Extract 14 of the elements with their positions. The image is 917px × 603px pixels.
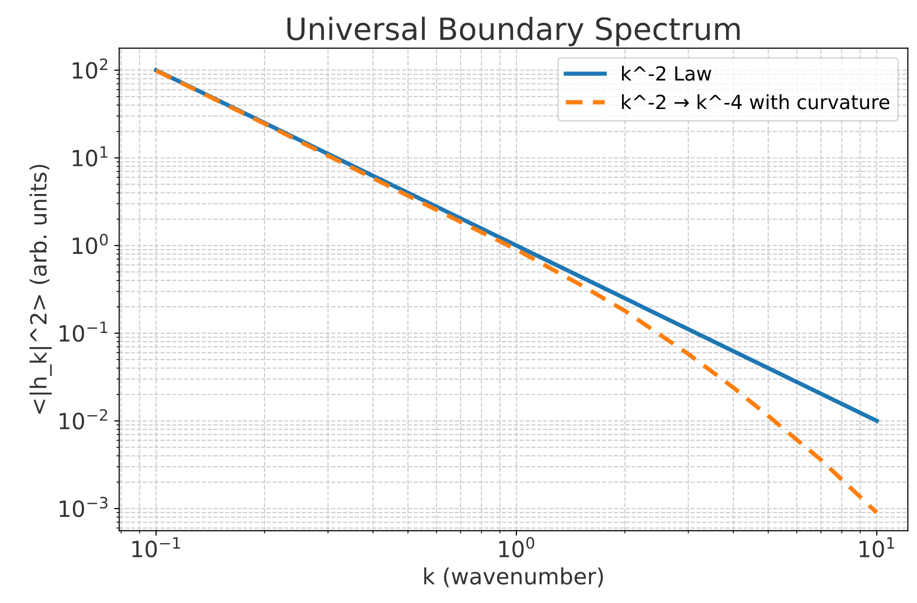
legend-label: k^-2 → k^-4 with curvature [622, 94, 890, 110]
legend-label: k^-2 Law [622, 66, 712, 81]
x-tick-label: 10$^{0}$ [499, 537, 534, 558]
chart-title: Universal Boundary Spectrum [287, 16, 740, 46]
x-axis-title: k (wavenumber) [424, 567, 603, 588]
y-tick-label: 10$^{−3}$ [60, 496, 108, 518]
x-tick-label: 10$^{−1}$ [132, 537, 180, 558]
y-tick-label: 10$^{−2}$ [60, 409, 108, 430]
y-tick-label: 10$^{2}$ [72, 58, 108, 79]
y-axis-title: <|h_k|^2> (arb. units) [29, 164, 52, 414]
y-tick-label: 10$^{1}$ [72, 146, 108, 166]
x-tick-label: 10$^{1}$ [860, 537, 894, 558]
y-tick-label: 10$^{0}$ [72, 234, 108, 254]
y-tick-label: 10$^{−1}$ [60, 322, 108, 342]
